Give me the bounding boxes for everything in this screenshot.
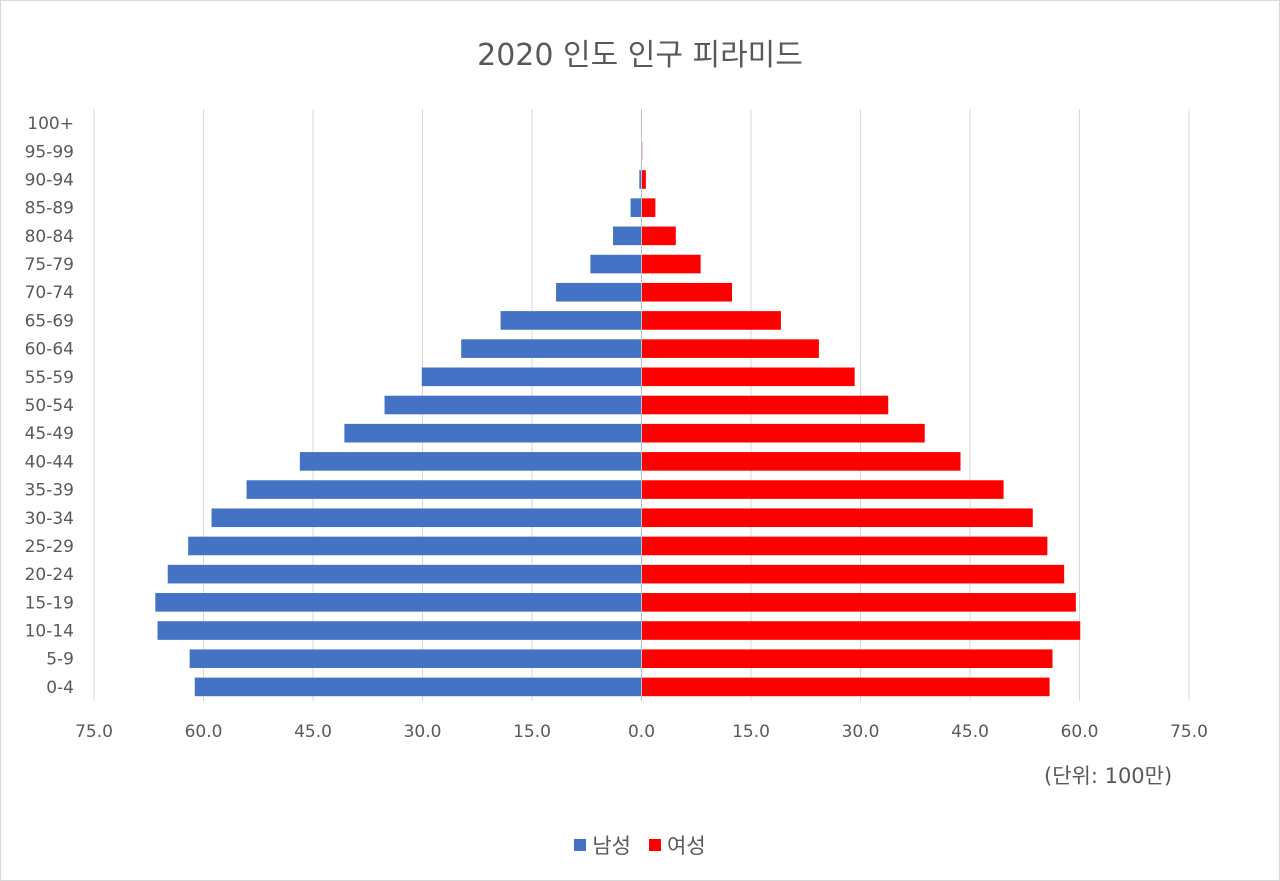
bar-female [641, 339, 819, 358]
y-tick-label: 100+ [27, 114, 74, 134]
bar-female [641, 480, 1004, 499]
legend-item-female: 여성 [649, 830, 706, 860]
y-tick-label: 45-49 [25, 424, 74, 444]
bar-male [384, 395, 642, 415]
y-tick-label: 15-19 [25, 593, 74, 613]
y-tick-label: 50-54 [25, 396, 74, 416]
x-tick-label: 0.0 [628, 722, 655, 742]
bar-male [590, 254, 642, 274]
y-tick-label: 0-4 [46, 678, 74, 698]
bar-male [421, 367, 642, 387]
bar-female [641, 198, 656, 217]
y-tick-label: 90-94 [25, 170, 74, 190]
bar-female [641, 536, 1048, 556]
bar-female [641, 508, 1033, 528]
x-tick-label: 30.0 [404, 722, 442, 742]
bar-female [641, 621, 1081, 640]
bar-male [639, 170, 642, 189]
y-tick-label: 95-99 [25, 142, 74, 162]
bar-male [188, 536, 642, 556]
bar-female [641, 649, 1053, 669]
y-tick-label: 85-89 [25, 199, 74, 219]
chart-title: 2020 인도 인구 피라미드 [477, 38, 803, 73]
bar-female [641, 564, 1065, 584]
bar-female [641, 367, 855, 387]
bar-male [246, 480, 642, 499]
bar-female [641, 423, 925, 443]
bar-male [157, 621, 642, 640]
bar-male [167, 564, 642, 584]
x-tick-label: 75.0 [75, 722, 113, 742]
y-tick-label: 40-44 [25, 452, 74, 472]
x-tick-label: 60.0 [1061, 722, 1099, 742]
x-tick-label: 45.0 [294, 722, 332, 742]
legend-swatch-female [649, 839, 661, 851]
x-tick-label: 15.0 [732, 722, 770, 742]
bar-female [641, 311, 781, 330]
bar-male [556, 282, 642, 302]
x-tick-label: 15.0 [513, 722, 551, 742]
bar-female [641, 677, 1050, 697]
bar-male [344, 423, 642, 443]
bar-female [641, 170, 646, 189]
x-tick-label: 30.0 [842, 722, 880, 742]
legend-swatch-male [574, 839, 587, 851]
y-tick-label: 70-74 [25, 283, 74, 303]
bar-male [194, 677, 642, 697]
bar-male [630, 198, 642, 217]
legend-label-male: 남성 [592, 834, 631, 858]
bar-male [500, 311, 642, 330]
bar-male [613, 226, 642, 246]
bar-male [211, 508, 642, 528]
y-tick-label: 10-14 [25, 622, 74, 642]
bar-female [641, 452, 961, 471]
bar-female [641, 282, 733, 302]
legend-item-male: 남성 [574, 830, 631, 860]
x-tick-label: 45.0 [951, 722, 989, 742]
y-tick-label: 80-84 [25, 227, 74, 247]
bar-male [189, 649, 642, 669]
bar-male [155, 593, 642, 612]
bar-female [641, 395, 889, 415]
y-tick-label: 5-9 [46, 650, 74, 670]
y-tick-label: 75-79 [25, 255, 74, 275]
y-tick-label: 60-64 [25, 340, 74, 360]
bar-female [641, 254, 701, 274]
y-tick-label: 65-69 [25, 311, 74, 331]
y-tick-label: 20-24 [25, 565, 74, 585]
bar-male [299, 452, 642, 471]
legend: 남성 여성 [0, 830, 1280, 860]
bar-female [641, 593, 1076, 612]
bar-female [641, 226, 676, 246]
legend-label-female: 여성 [667, 834, 706, 858]
unit-note: (단위: 100만) [1044, 764, 1173, 788]
y-tick-label: 25-29 [25, 537, 74, 557]
y-tick-label: 30-34 [25, 509, 74, 529]
y-tick-label: 55-59 [25, 368, 74, 388]
y-tick-label: 35-39 [25, 481, 74, 501]
bar-male [461, 339, 642, 358]
x-tick-label: 75.0 [1170, 722, 1208, 742]
x-tick-label: 60.0 [185, 722, 223, 742]
